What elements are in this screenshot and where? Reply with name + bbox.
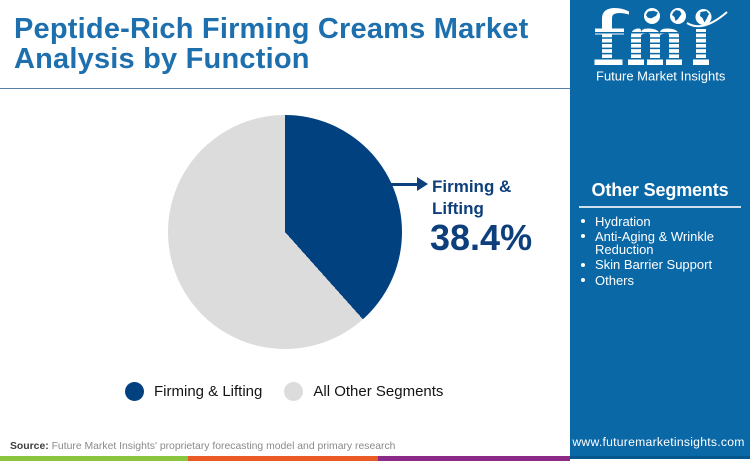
svg-text:Future Market Insights: Future Market Insights	[596, 69, 726, 84]
